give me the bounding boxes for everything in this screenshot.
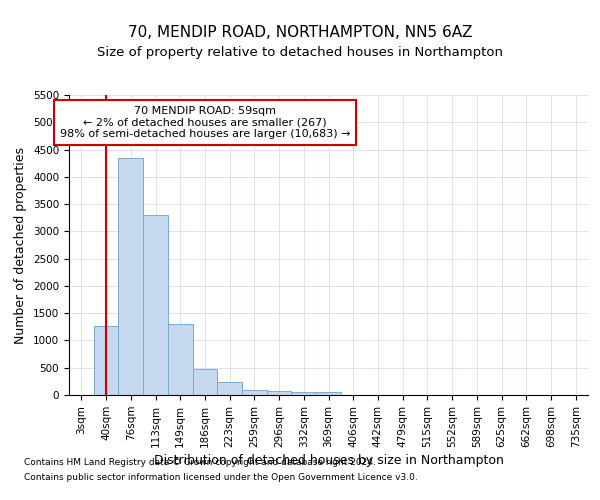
Bar (118, 158, 143, 395)
Bar (94, 326, 118, 395)
Bar (168, 324, 193, 395)
Text: Size of property relative to detached houses in Northampton: Size of property relative to detached ho… (97, 46, 503, 59)
Text: 70 MENDIP ROAD: 59sqm
← 2% of detached houses are smaller (267)
98% of semi-deta: 70 MENDIP ROAD: 59sqm ← 2% of detached h… (59, 106, 350, 139)
Text: Contains public sector information licensed under the Open Government Licence v3: Contains public sector information licen… (24, 473, 418, 482)
Bar (143, 215, 168, 395)
Bar (193, 369, 217, 395)
Bar (316, 392, 341, 395)
X-axis label: Distribution of detached houses by size in Northampton: Distribution of detached houses by size … (154, 454, 503, 467)
Bar (217, 382, 242, 395)
Bar (292, 392, 316, 395)
Text: Contains HM Land Registry data © Crown copyright and database right 2024.: Contains HM Land Registry data © Crown c… (24, 458, 376, 467)
Y-axis label: Number of detached properties: Number of detached properties (14, 146, 28, 344)
Bar (267, 391, 292, 395)
Text: 70, MENDIP ROAD, NORTHAMPTON, NN5 6AZ: 70, MENDIP ROAD, NORTHAMPTON, NN5 6AZ (128, 25, 472, 40)
Bar (242, 390, 267, 395)
